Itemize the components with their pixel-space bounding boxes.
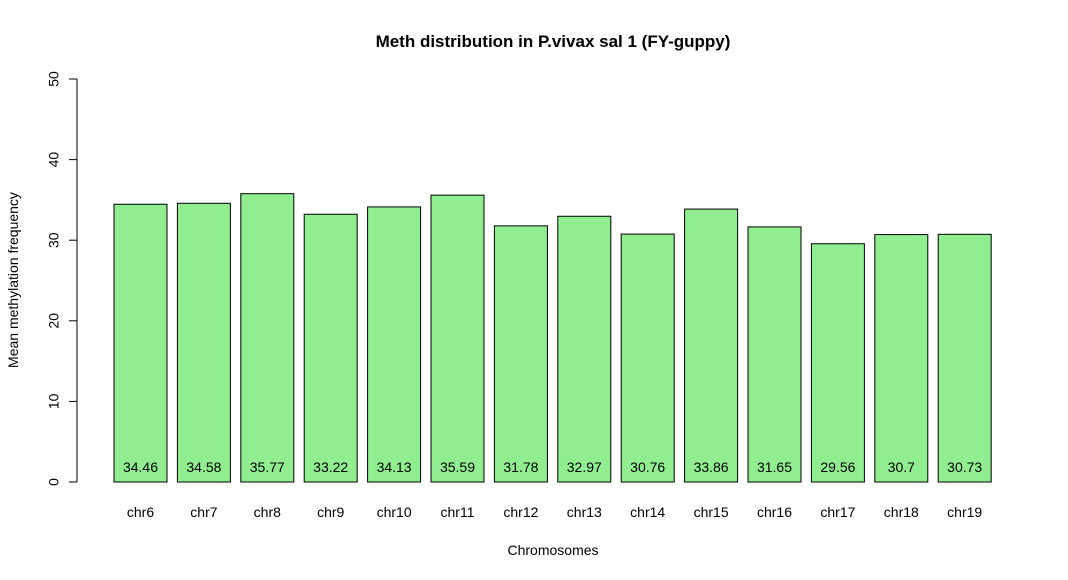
bar xyxy=(557,215,612,483)
bar xyxy=(430,194,485,483)
x-category-label: chr10 xyxy=(377,504,412,520)
y-tick-label: 20 xyxy=(46,313,62,329)
bar-value-label: 30.76 xyxy=(630,459,665,475)
bar xyxy=(493,225,548,483)
y-axis: 0 10 20 30 40 50 xyxy=(46,71,78,486)
bar-value-label: 35.59 xyxy=(440,459,475,475)
y-tick-label: 30 xyxy=(46,232,62,248)
data-labels-group: 34.46 34.58 35.77 33.22 34.13 35.59 31.78 32.97… xyxy=(123,459,982,475)
bar xyxy=(810,243,865,483)
x-category-label: chr13 xyxy=(567,504,602,520)
bar xyxy=(303,213,358,483)
x-category-label: chr16 xyxy=(757,504,792,520)
x-category-label: chr18 xyxy=(884,504,919,520)
bar-value-label: 31.78 xyxy=(503,459,538,475)
bar xyxy=(937,233,992,483)
x-category-label: chr6 xyxy=(127,504,154,520)
bars-group xyxy=(113,193,992,483)
bar xyxy=(367,206,422,483)
bar xyxy=(176,202,231,483)
bar-value-label: 30.7 xyxy=(888,459,915,475)
bar-value-label: 29.56 xyxy=(820,459,855,475)
bar xyxy=(684,208,739,483)
bar-value-label: 30.73 xyxy=(947,459,982,475)
x-category-label: chr8 xyxy=(254,504,281,520)
bar-value-label: 35.77 xyxy=(250,459,285,475)
bar-value-label: 34.58 xyxy=(186,459,221,475)
bar xyxy=(874,234,929,483)
chart-title: Meth distribution in P.vivax sal 1 (FY-g… xyxy=(376,32,731,51)
bar-value-label: 32.97 xyxy=(567,459,602,475)
x-category-label: chr12 xyxy=(503,504,538,520)
y-tick-label: 10 xyxy=(46,393,62,409)
x-category-label: chr14 xyxy=(630,504,665,520)
x-category-label: chr15 xyxy=(694,504,729,520)
y-axis-label: Mean methylation frequency xyxy=(5,192,21,368)
bar-value-label: 34.46 xyxy=(123,459,158,475)
x-axis-label: Chromosomes xyxy=(507,542,598,558)
y-tick-label: 0 xyxy=(46,478,62,486)
x-category-label: chr19 xyxy=(947,504,982,520)
bar xyxy=(620,233,675,483)
bar xyxy=(747,226,802,483)
y-tick-label: 50 xyxy=(46,71,62,87)
bar-value-label: 31.65 xyxy=(757,459,792,475)
x-category-label: chr9 xyxy=(317,504,344,520)
bar xyxy=(113,203,168,483)
bar-value-label: 33.22 xyxy=(313,459,348,475)
bar xyxy=(240,193,295,483)
y-tick-label: 40 xyxy=(46,152,62,168)
x-category-label: chr7 xyxy=(190,504,217,520)
bar-value-label: 34.13 xyxy=(377,459,412,475)
x-category-label: chr11 xyxy=(441,504,475,520)
category-labels-group: chr6 chr7 chr8 chr9 chr10 chr11 chr12 chr13 chr1… xyxy=(127,504,983,520)
bar-value-label: 33.86 xyxy=(694,459,729,475)
x-category-label: chr17 xyxy=(820,504,855,520)
